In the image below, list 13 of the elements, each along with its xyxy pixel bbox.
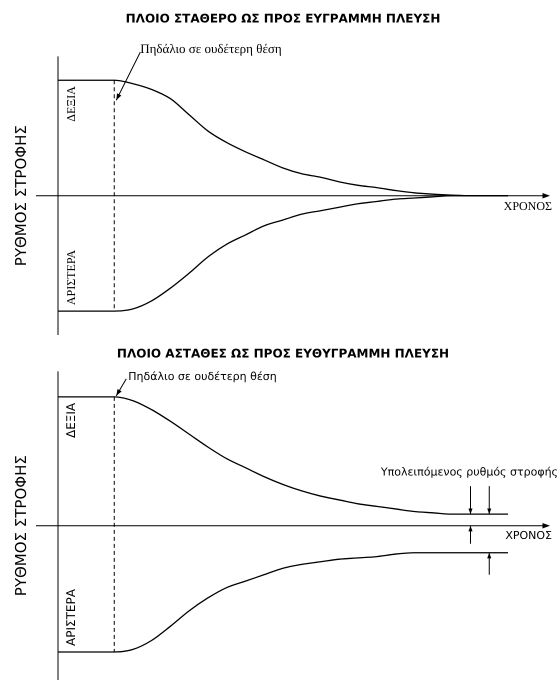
text: ΔΕΞΙΑ <box>64 86 78 122</box>
x-axis-title: ΧΡΟΝΟΣ <box>504 198 552 213</box>
annotation: Υπολειπόμενος ρυθμός στροφής <box>380 465 558 478</box>
chart-title: ΠΛΟΙΟ ΑΣΤΑΘΕΣ ΩΣ ΠΡΟΣ ΕΥΘΥΓΡΑΜΜΗ ΠΛΕΥΣΗ <box>116 346 450 360</box>
text: Πηδάλιο σε ουδέτερη θέση <box>140 41 282 56</box>
text: ΑΡΙΣΤΕΡΑ <box>64 588 78 646</box>
chart-title: ΠΛΟΙΟ ΣΤΑΘΕΡΟ ΩΣ ΠΡΟΣ ΕΥΓΡΑΜΜΗ ΠΛΕΥΣΗ <box>126 11 440 26</box>
x-axis-title: ΧΡΟΝΟΣ <box>505 529 552 542</box>
text: ΑΡΙΣΤΕΡΑ <box>64 250 78 306</box>
text: ΔΕΞΙΑ <box>64 402 78 438</box>
text: Πηδάλιο σε ουδέτερη θέση <box>128 370 277 384</box>
y-axis-title: ΡΥΘΜΟΣ ΣΤΡΟΦΗΣ <box>12 455 30 596</box>
y-axis-title: ΡΥΘΜΟΣ ΣΤΡΟΦΗΣ <box>12 125 30 266</box>
